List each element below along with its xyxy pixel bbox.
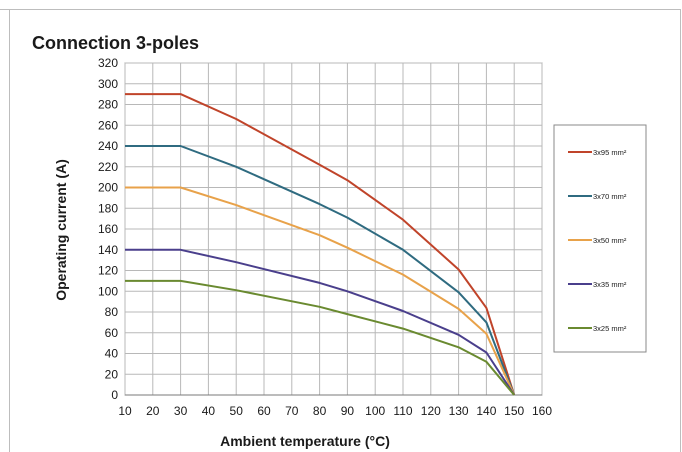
series-line-3 (125, 186, 516, 396)
chart-title: Connection 3-poles (32, 33, 200, 53)
legend-label: 3x95 mm² (593, 148, 627, 157)
y-tick-label: 60 (105, 326, 119, 340)
x-tick-label: 110 (393, 404, 412, 418)
legend-label: 3x35 mm² (593, 280, 627, 289)
y-tick-label: 260 (98, 118, 118, 132)
x-tick-label: 30 (174, 404, 188, 418)
series-line-1 (125, 93, 516, 396)
frame-right-border (680, 9, 681, 452)
y-tick-label: 300 (98, 77, 118, 91)
series-line-5 (125, 279, 515, 396)
x-tick-label: 120 (421, 404, 441, 418)
y-tick-label: 200 (98, 181, 118, 195)
x-tick-label: 60 (257, 404, 271, 418)
x-tick-label: 80 (313, 404, 327, 418)
x-tick-label: 160 (532, 404, 552, 418)
y-tick-label: 0 (111, 388, 118, 402)
x-tick-label: 70 (285, 404, 299, 418)
series-line-2 (125, 145, 516, 396)
x-tick-label: 20 (146, 404, 160, 418)
legend-box (553, 124, 647, 353)
x-tick-label: 140 (476, 404, 496, 418)
x-tick-label: 130 (449, 404, 469, 418)
y-tick-label: 80 (105, 305, 119, 319)
y-tick-label: 180 (98, 201, 118, 215)
y-axis-label: Operating current (A) (53, 159, 69, 301)
y-tick-label: 120 (98, 264, 118, 278)
y-tick-label: 40 (105, 347, 119, 361)
series-line-4 (125, 248, 516, 396)
y-tick-label: 20 (105, 367, 119, 381)
y-tick-label: 140 (98, 243, 118, 257)
frame-left-border (9, 9, 10, 452)
legend-label: 3x50 mm² (593, 236, 627, 245)
y-tick-label: 280 (98, 98, 118, 112)
y-tick-label: 320 (98, 56, 118, 70)
y-tick-labels: 0 20 40 60 80 100 120 140 160 180 200 220 240 260 280 3… (98, 56, 118, 402)
x-tick-label: 90 (341, 404, 355, 418)
frame-top-border (0, 9, 681, 10)
x-tick-label: 50 (230, 404, 244, 418)
x-tick-label: 150 (504, 404, 524, 418)
legend-label: 3x70 mm² (593, 192, 627, 201)
x-tick-label: 100 (365, 404, 385, 418)
y-tick-label: 100 (98, 284, 118, 298)
legend-label: 3x25 mm² (593, 324, 627, 333)
legend: 3x95 mm² 3x70 mm² 3x50 mm² 3x35 mm² 3x25 mm² (553, 124, 647, 353)
x-tick-label: 10 (118, 404, 132, 418)
x-tick-labels: 10 20 30 40 50 60 70 80 90 100 110 120 130 140 150 160 (118, 404, 552, 418)
y-tick-label: 220 (98, 160, 118, 174)
series-group (125, 93, 516, 396)
y-tick-label: 160 (98, 222, 118, 236)
x-tick-label: 40 (202, 404, 216, 418)
x-axis-label: Ambient temperature (°C) (220, 433, 390, 449)
y-tick-label: 240 (98, 139, 118, 153)
